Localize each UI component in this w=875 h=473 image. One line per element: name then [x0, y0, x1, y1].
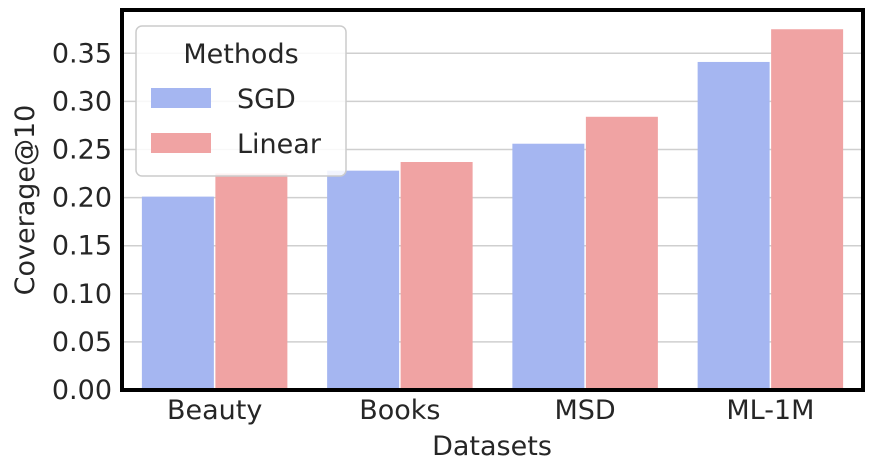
x-axis-title: Datasets [432, 431, 552, 462]
y-tick-label: 0.00 [52, 375, 112, 406]
y-tick-label: 0.05 [52, 327, 112, 358]
x-tick-label: Beauty [167, 395, 262, 426]
y-tick-label: 0.30 [52, 86, 112, 117]
y-tick-label: 0.25 [52, 134, 112, 165]
legend-swatch-sgd [151, 88, 211, 108]
legend: Methods SGD Linear [135, 25, 347, 177]
bar-linear-msd [585, 116, 658, 390]
y-tick-labels: 0.00 0.05 0.10 0.15 0.20 0.25 0.30 0.35 [52, 38, 112, 406]
y-tick-label: 0.35 [52, 38, 112, 69]
x-tick-label: MSD [555, 395, 616, 426]
y-axis-title: Coverage@10 [10, 105, 41, 296]
y-tick-label: 0.20 [52, 183, 112, 214]
bar-linear-beauty [215, 173, 288, 390]
plot-frame [120, 8, 865, 392]
x-tick-label: ML-1M [726, 395, 814, 426]
bar-linear-ml-1m [771, 29, 844, 390]
legend-label-linear: Linear [237, 129, 322, 160]
x-tick-label: Books [359, 395, 440, 426]
bar-sgd-books [327, 170, 400, 390]
y-tick-label: 0.10 [52, 279, 112, 310]
bar-linear-books [400, 162, 473, 390]
bar-sgd-ml-1m [697, 61, 770, 390]
legend-swatch-linear [151, 133, 211, 153]
bars-group [141, 29, 844, 390]
bar-sgd-beauty [141, 196, 214, 390]
x-tick-labels: Beauty Books MSD ML-1M [167, 395, 814, 426]
y-tick-label: 0.15 [52, 231, 112, 262]
legend-label-sgd: SGD [237, 84, 296, 115]
bar-sgd-msd [512, 143, 585, 390]
legend-title: Methods [183, 39, 298, 70]
